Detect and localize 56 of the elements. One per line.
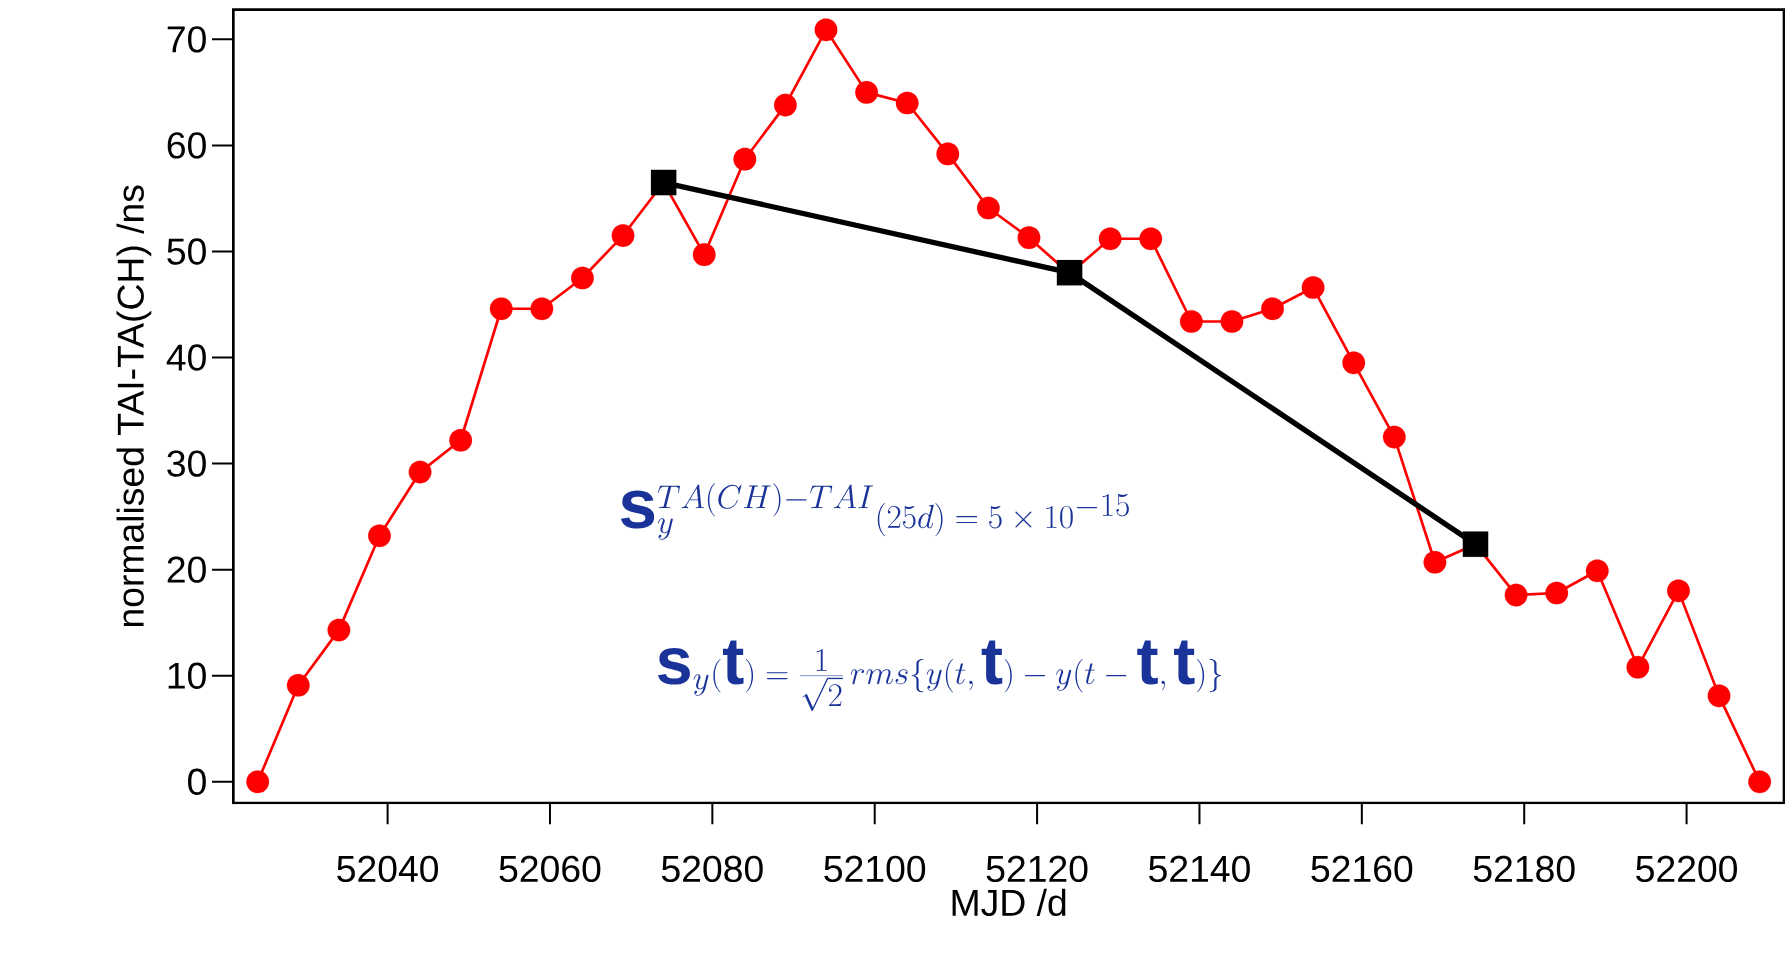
point <box>1748 770 1772 794</box>
point <box>1667 579 1690 603</box>
x-tick-label: 52180 <box>1473 855 1575 883</box>
point <box>611 224 635 247</box>
point <box>1585 559 1609 583</box>
point <box>408 460 432 484</box>
point <box>1220 310 1244 333</box>
point <box>530 297 554 321</box>
point <box>1504 583 1528 607</box>
point <box>1179 310 1203 333</box>
point <box>1545 581 1569 605</box>
point <box>1017 226 1041 250</box>
x-tick-label: 52160 <box>1311 855 1413 883</box>
y-tick-label: 30 <box>167 450 206 477</box>
point <box>1626 655 1650 679</box>
point <box>489 297 513 321</box>
point <box>814 18 838 42</box>
point <box>1139 227 1163 251</box>
y-tick-label: 0 <box>188 768 206 795</box>
point <box>286 673 310 697</box>
point <box>1382 425 1406 449</box>
x-tick-label: 52200 <box>1636 855 1737 883</box>
x-axis-title: MJD /d <box>952 888 1066 917</box>
x-tick-label: 52060 <box>499 855 601 883</box>
point <box>1342 351 1366 375</box>
point <box>571 266 594 290</box>
y-axis-title: normalised TAI-TA(CH) /ns <box>116 185 152 627</box>
point <box>368 524 391 548</box>
point <box>1261 297 1284 321</box>
annotation: $\mathbf{s}_{y}^{TA(CH)-TAI}(25d) = 5\times 10^{-15}$ <box>620 483 1129 540</box>
y-tick-label: 20 <box>167 556 206 583</box>
x-tick-label: 52040 <box>337 855 439 883</box>
annotation: $\mathbf{s}_{y}(\mathbf{t}) = \frac{1}{\sqrt{2}}\, rms\{y(t,\mathbf{t}) - y(t-\mathbf{t},\mathbf{t})\}$ <box>657 640 1222 711</box>
point <box>1707 684 1731 708</box>
point <box>855 80 879 104</box>
x-tick-label: 52080 <box>661 855 763 883</box>
y-tick-label: 10 <box>168 662 206 689</box>
y-tick-label: 50 <box>167 238 206 265</box>
point <box>976 196 1000 220</box>
x-tick-label: 52140 <box>1149 855 1250 883</box>
point <box>1423 550 1447 574</box>
point <box>1098 227 1122 251</box>
point <box>733 147 757 171</box>
x-tick-label: 52120 <box>986 855 1088 883</box>
x-tick-label: 52100 <box>824 855 926 883</box>
y-tick-label: 60 <box>167 132 206 159</box>
point <box>449 428 473 452</box>
point <box>936 142 960 166</box>
point <box>327 618 351 642</box>
point <box>895 91 919 115</box>
point <box>774 93 797 117</box>
y-tick-label: 40 <box>166 344 206 371</box>
point <box>246 770 270 794</box>
point <box>692 243 716 267</box>
point <box>1301 276 1325 299</box>
y-tick-label: 70 <box>167 26 206 53</box>
